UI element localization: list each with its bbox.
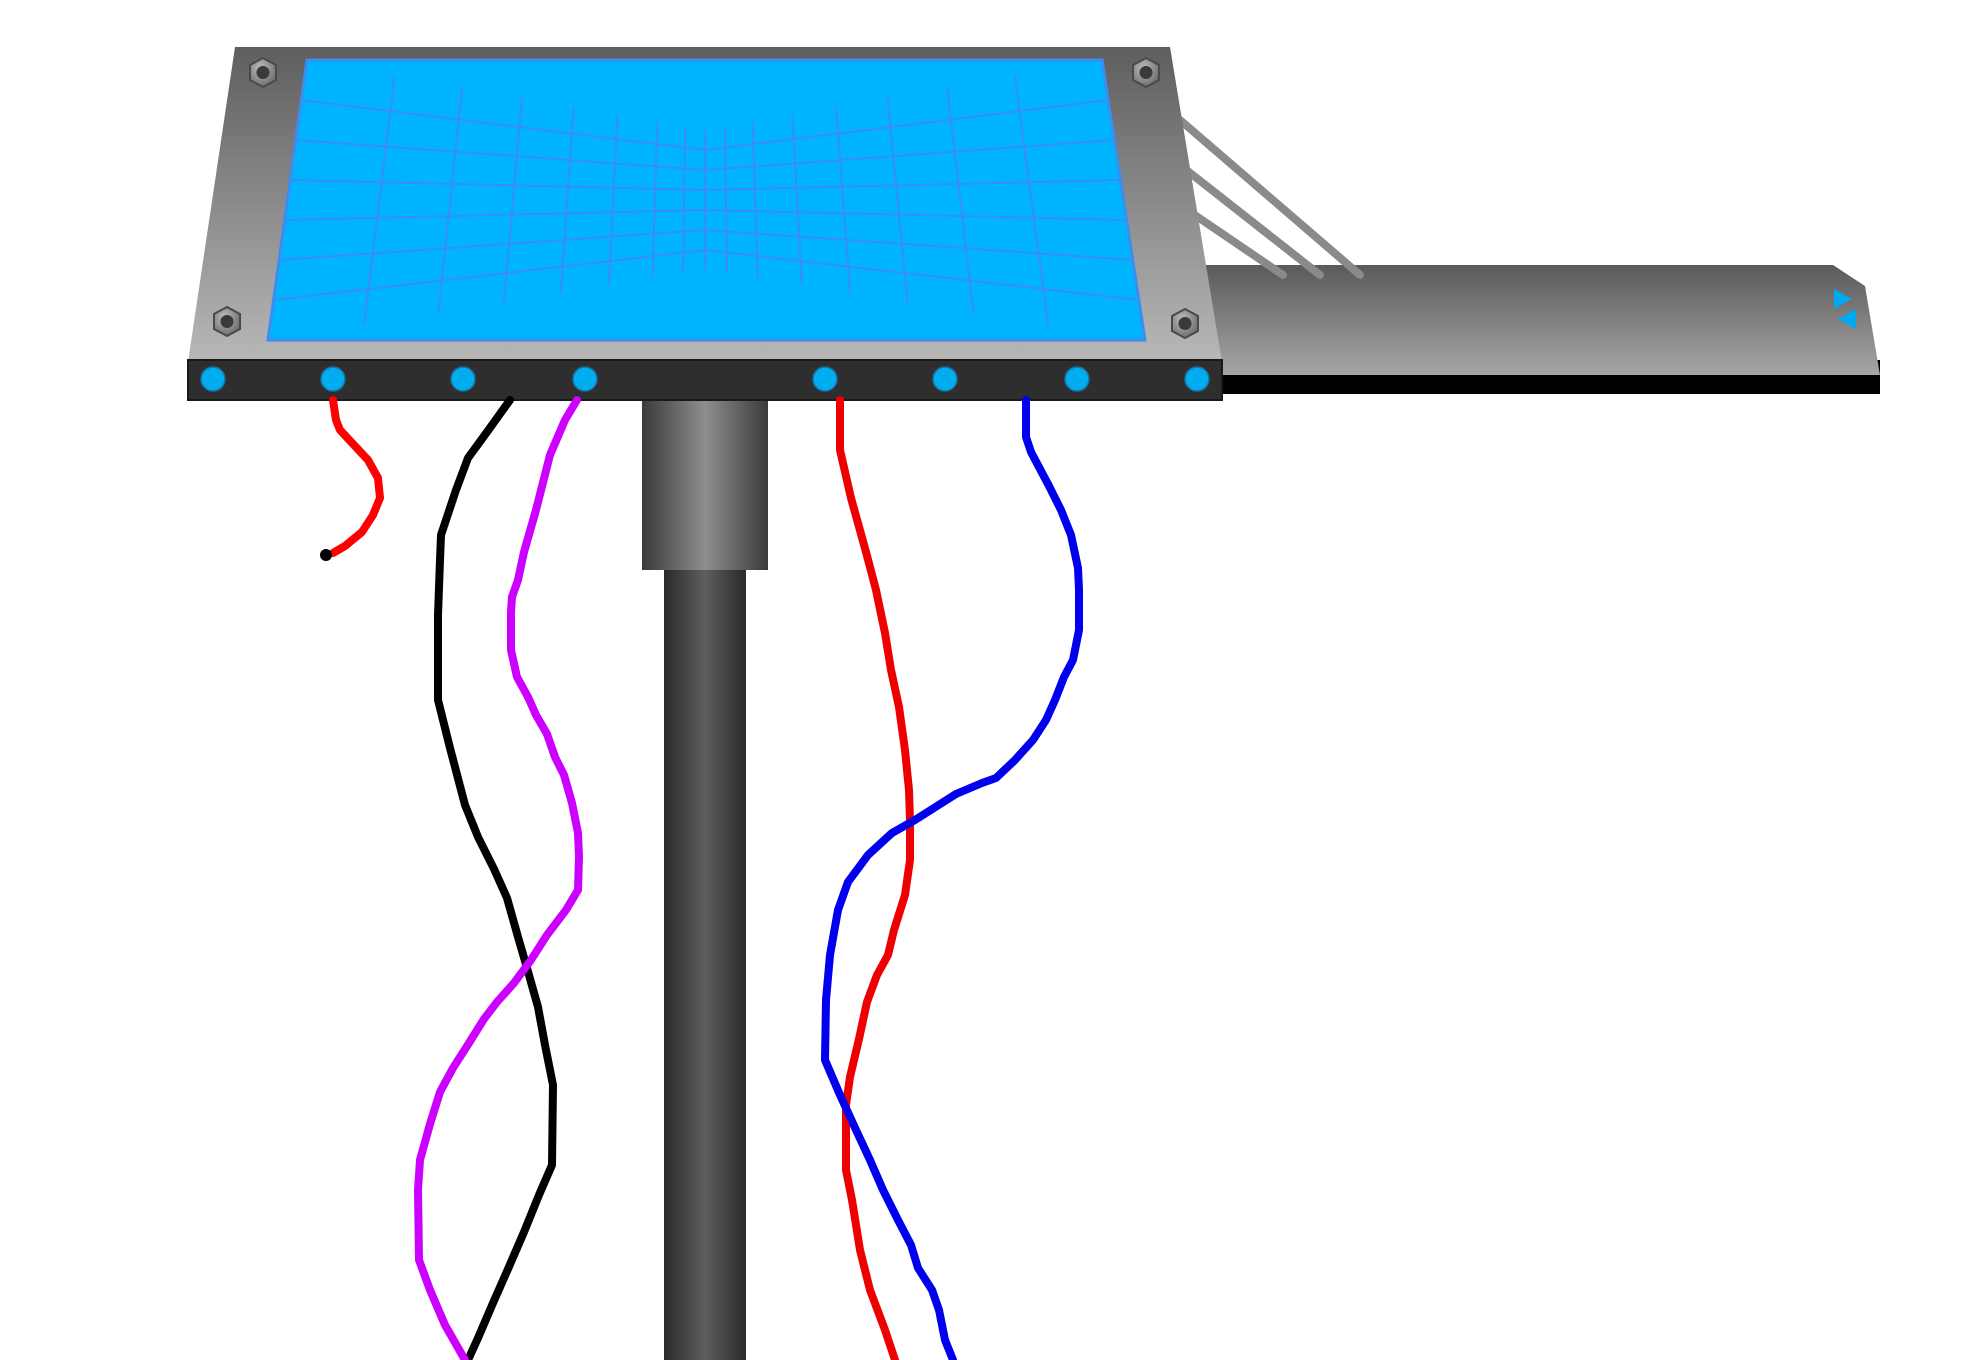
connector-port[interactable] [812,366,838,392]
screen-grid-line [1013,75,1050,325]
screen-grid-line [284,209,706,221]
screen-grid-line [301,99,706,151]
screen-grid-line [835,106,852,294]
screen-grid-line [502,97,523,303]
screen-grid-line [651,121,659,279]
rail [1195,265,1880,394]
magenta-wire[interactable] [414,396,583,1360]
black-wire[interactable] [434,396,557,1360]
pole [642,390,768,1360]
screen-grid-line [704,139,1115,171]
screen-grid-line [1101,59,1146,341]
rail-body [1195,265,1880,375]
connector-port[interactable] [1064,366,1090,392]
screen-grid-line [751,121,759,279]
screen-grid-line [267,59,308,341]
bolt-icon [1132,56,1160,89]
connector-port[interactable] [450,366,476,392]
screen-grid-line [704,249,1139,301]
screen-grid-line [279,229,706,261]
connector-port[interactable] [200,366,226,392]
screen-grid-line [791,114,803,286]
panel-screen-grid [267,59,1146,341]
screen-grid-line [607,114,619,286]
connector-port[interactable] [1184,366,1210,392]
bolt-icon [249,56,277,89]
panel-screen [266,58,1147,342]
connector-port[interactable] [320,366,346,392]
screen-grid-line [290,179,706,191]
screen-grid-line [886,97,909,303]
screen-grid-line [704,229,1133,261]
red-long-wire[interactable] [836,396,914,1360]
screen-grid-line [437,87,464,313]
pole-shaft [664,560,746,1360]
screen-grid-line [704,99,1109,151]
screen-grid-line [704,209,1127,221]
rail-strut [1176,116,1364,279]
solar-panel [187,47,1223,401]
screen-grid-line [682,126,687,274]
connector-port[interactable] [572,366,598,392]
rail-struts [1176,116,1364,279]
bolt-icon [1171,307,1199,340]
red-short-wire[interactable] [329,396,384,557]
arrow-left-icon [1838,309,1856,329]
wires [320,396,1083,1360]
blue-wire[interactable] [821,396,1083,1360]
connector-port[interactable] [932,366,958,392]
connector-ports [200,366,1210,392]
bolt-icon [213,305,241,338]
pole-collar [642,390,768,570]
arrow-right-icon [1834,289,1852,309]
wire-end-cap [320,549,332,561]
screen-grid-line [946,87,975,313]
panel-bolts [213,56,1199,340]
connector-strip [187,359,1223,401]
screen-grid-line [559,106,575,294]
screen-grid-line [273,249,706,301]
rail-strut [1176,161,1324,279]
screen-grid-line [723,126,728,274]
screen-grid-line [704,179,1121,191]
screen-grid-line [363,75,396,325]
screen-grid-line [295,139,706,171]
